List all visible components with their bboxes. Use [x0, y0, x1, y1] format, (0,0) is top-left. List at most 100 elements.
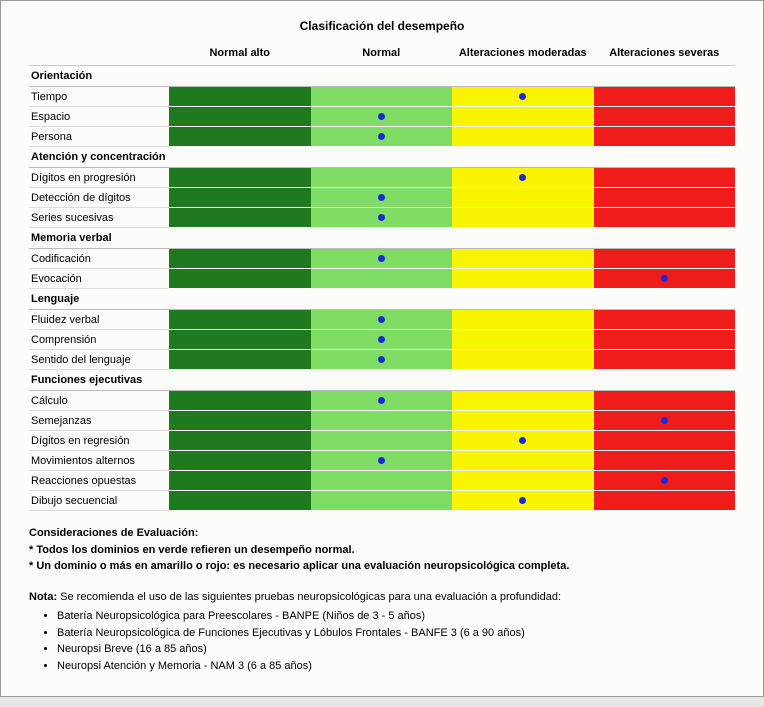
- perf-cell: [452, 127, 594, 147]
- perf-cell: [169, 391, 311, 411]
- row-label: Reacciones opuestas: [29, 471, 169, 491]
- perf-cell: [169, 491, 311, 511]
- perf-cell: [594, 208, 736, 228]
- section-row: Orientación: [29, 66, 735, 87]
- row-label: Dígitos en regresión: [29, 431, 169, 451]
- nota-item: Batería Neuropsicológica de Funciones Ej…: [57, 625, 735, 642]
- nota-intro: Se recomienda el uso de las siguientes p…: [60, 591, 561, 603]
- table-row: Tiempo: [29, 87, 735, 107]
- perf-cell: [452, 208, 594, 228]
- row-label: Tiempo: [29, 87, 169, 107]
- marker-dot: [661, 477, 668, 484]
- table-row: Detección de dígitos: [29, 188, 735, 208]
- table-row: Semejanzas: [29, 411, 735, 431]
- perf-cell: [594, 310, 736, 330]
- perf-cell: [311, 168, 453, 188]
- nota-block: Nota: Se recomienda el uso de las siguie…: [29, 589, 735, 675]
- perf-cell: [169, 411, 311, 431]
- row-label: Persona: [29, 127, 169, 147]
- perf-cell: [169, 87, 311, 107]
- perf-cell: [169, 168, 311, 188]
- perf-cell: [594, 471, 736, 491]
- row-label: Series sucesivas: [29, 208, 169, 228]
- perf-cell: [452, 310, 594, 330]
- considerations-block: Consideraciones de Evaluación: Todos los…: [29, 525, 735, 575]
- perf-cell: [169, 451, 311, 471]
- perf-cell: [452, 188, 594, 208]
- perf-cell: [594, 87, 736, 107]
- marker-dot: [378, 194, 385, 201]
- section-label: Atención y concentración: [29, 147, 735, 168]
- marker-dot: [378, 316, 385, 323]
- marker-dot: [661, 275, 668, 282]
- perf-cell: [311, 107, 453, 127]
- perf-cell: [594, 168, 736, 188]
- perf-cell: [452, 350, 594, 370]
- perf-cell: [169, 330, 311, 350]
- row-label: Movimientos alternos: [29, 451, 169, 471]
- perf-cell: [311, 208, 453, 228]
- considerations-heading: Consideraciones de Evaluación:: [29, 525, 735, 542]
- row-label: Detección de dígitos: [29, 188, 169, 208]
- section-label: Memoria verbal: [29, 228, 735, 249]
- section-label: Lenguaje: [29, 289, 735, 310]
- perf-cell: [594, 127, 736, 147]
- perf-cell: [594, 107, 736, 127]
- marker-dot: [661, 417, 668, 424]
- row-label: Semejanzas: [29, 411, 169, 431]
- marker-dot: [519, 497, 526, 504]
- nota-label: Nota:: [29, 591, 57, 603]
- header-blank: [29, 41, 169, 66]
- perf-cell: [452, 249, 594, 269]
- header-col-0: Normal alto: [169, 41, 311, 66]
- perf-cell: [311, 249, 453, 269]
- perf-cell: [169, 107, 311, 127]
- table-row: Fluidez verbal: [29, 310, 735, 330]
- header-col-3: Alteraciones severas: [594, 41, 736, 66]
- marker-dot: [519, 93, 526, 100]
- perf-cell: [311, 310, 453, 330]
- perf-cell: [169, 127, 311, 147]
- perf-cell: [311, 411, 453, 431]
- table-row: Persona: [29, 127, 735, 147]
- perf-cell: [452, 431, 594, 451]
- perf-cell: [452, 451, 594, 471]
- perf-cell: [594, 491, 736, 511]
- nota-list: Batería Neuropsicológica para Preescolar…: [57, 608, 735, 674]
- perf-cell: [594, 451, 736, 471]
- table-row: Cálculo: [29, 391, 735, 411]
- table-row: Evocación: [29, 269, 735, 289]
- section-row: Lenguaje: [29, 289, 735, 310]
- perf-cell: [452, 168, 594, 188]
- perf-cell: [311, 491, 453, 511]
- perf-cell: [169, 269, 311, 289]
- perf-cell: [452, 269, 594, 289]
- marker-dot: [378, 356, 385, 363]
- marker-dot: [378, 255, 385, 262]
- table-row: Dígitos en progresión: [29, 168, 735, 188]
- considerations-line-0: Todos los dominios en verde refieren un …: [29, 542, 735, 559]
- perf-cell: [311, 451, 453, 471]
- perf-cell: [594, 391, 736, 411]
- row-label: Evocación: [29, 269, 169, 289]
- section-row: Atención y concentración: [29, 147, 735, 168]
- marker-dot: [378, 397, 385, 404]
- row-label: Sentido del lenguaje: [29, 350, 169, 370]
- perf-cell: [311, 188, 453, 208]
- row-label: Dibujo secuencial: [29, 491, 169, 511]
- table-row: Comprensión: [29, 330, 735, 350]
- header-col-2: Alteraciones moderadas: [452, 41, 594, 66]
- perf-cell: [594, 249, 736, 269]
- perf-cell: [311, 431, 453, 451]
- perf-cell: [169, 188, 311, 208]
- perf-cell: [311, 330, 453, 350]
- report-page: Clasificación del desempeño Normal alto …: [0, 0, 764, 697]
- perf-cell: [311, 350, 453, 370]
- marker-dot: [378, 113, 385, 120]
- perf-cell: [311, 127, 453, 147]
- perf-cell: [594, 188, 736, 208]
- row-label: Codificación: [29, 249, 169, 269]
- perf-cell: [169, 310, 311, 330]
- table-row: Movimientos alternos: [29, 451, 735, 471]
- row-label: Espacio: [29, 107, 169, 127]
